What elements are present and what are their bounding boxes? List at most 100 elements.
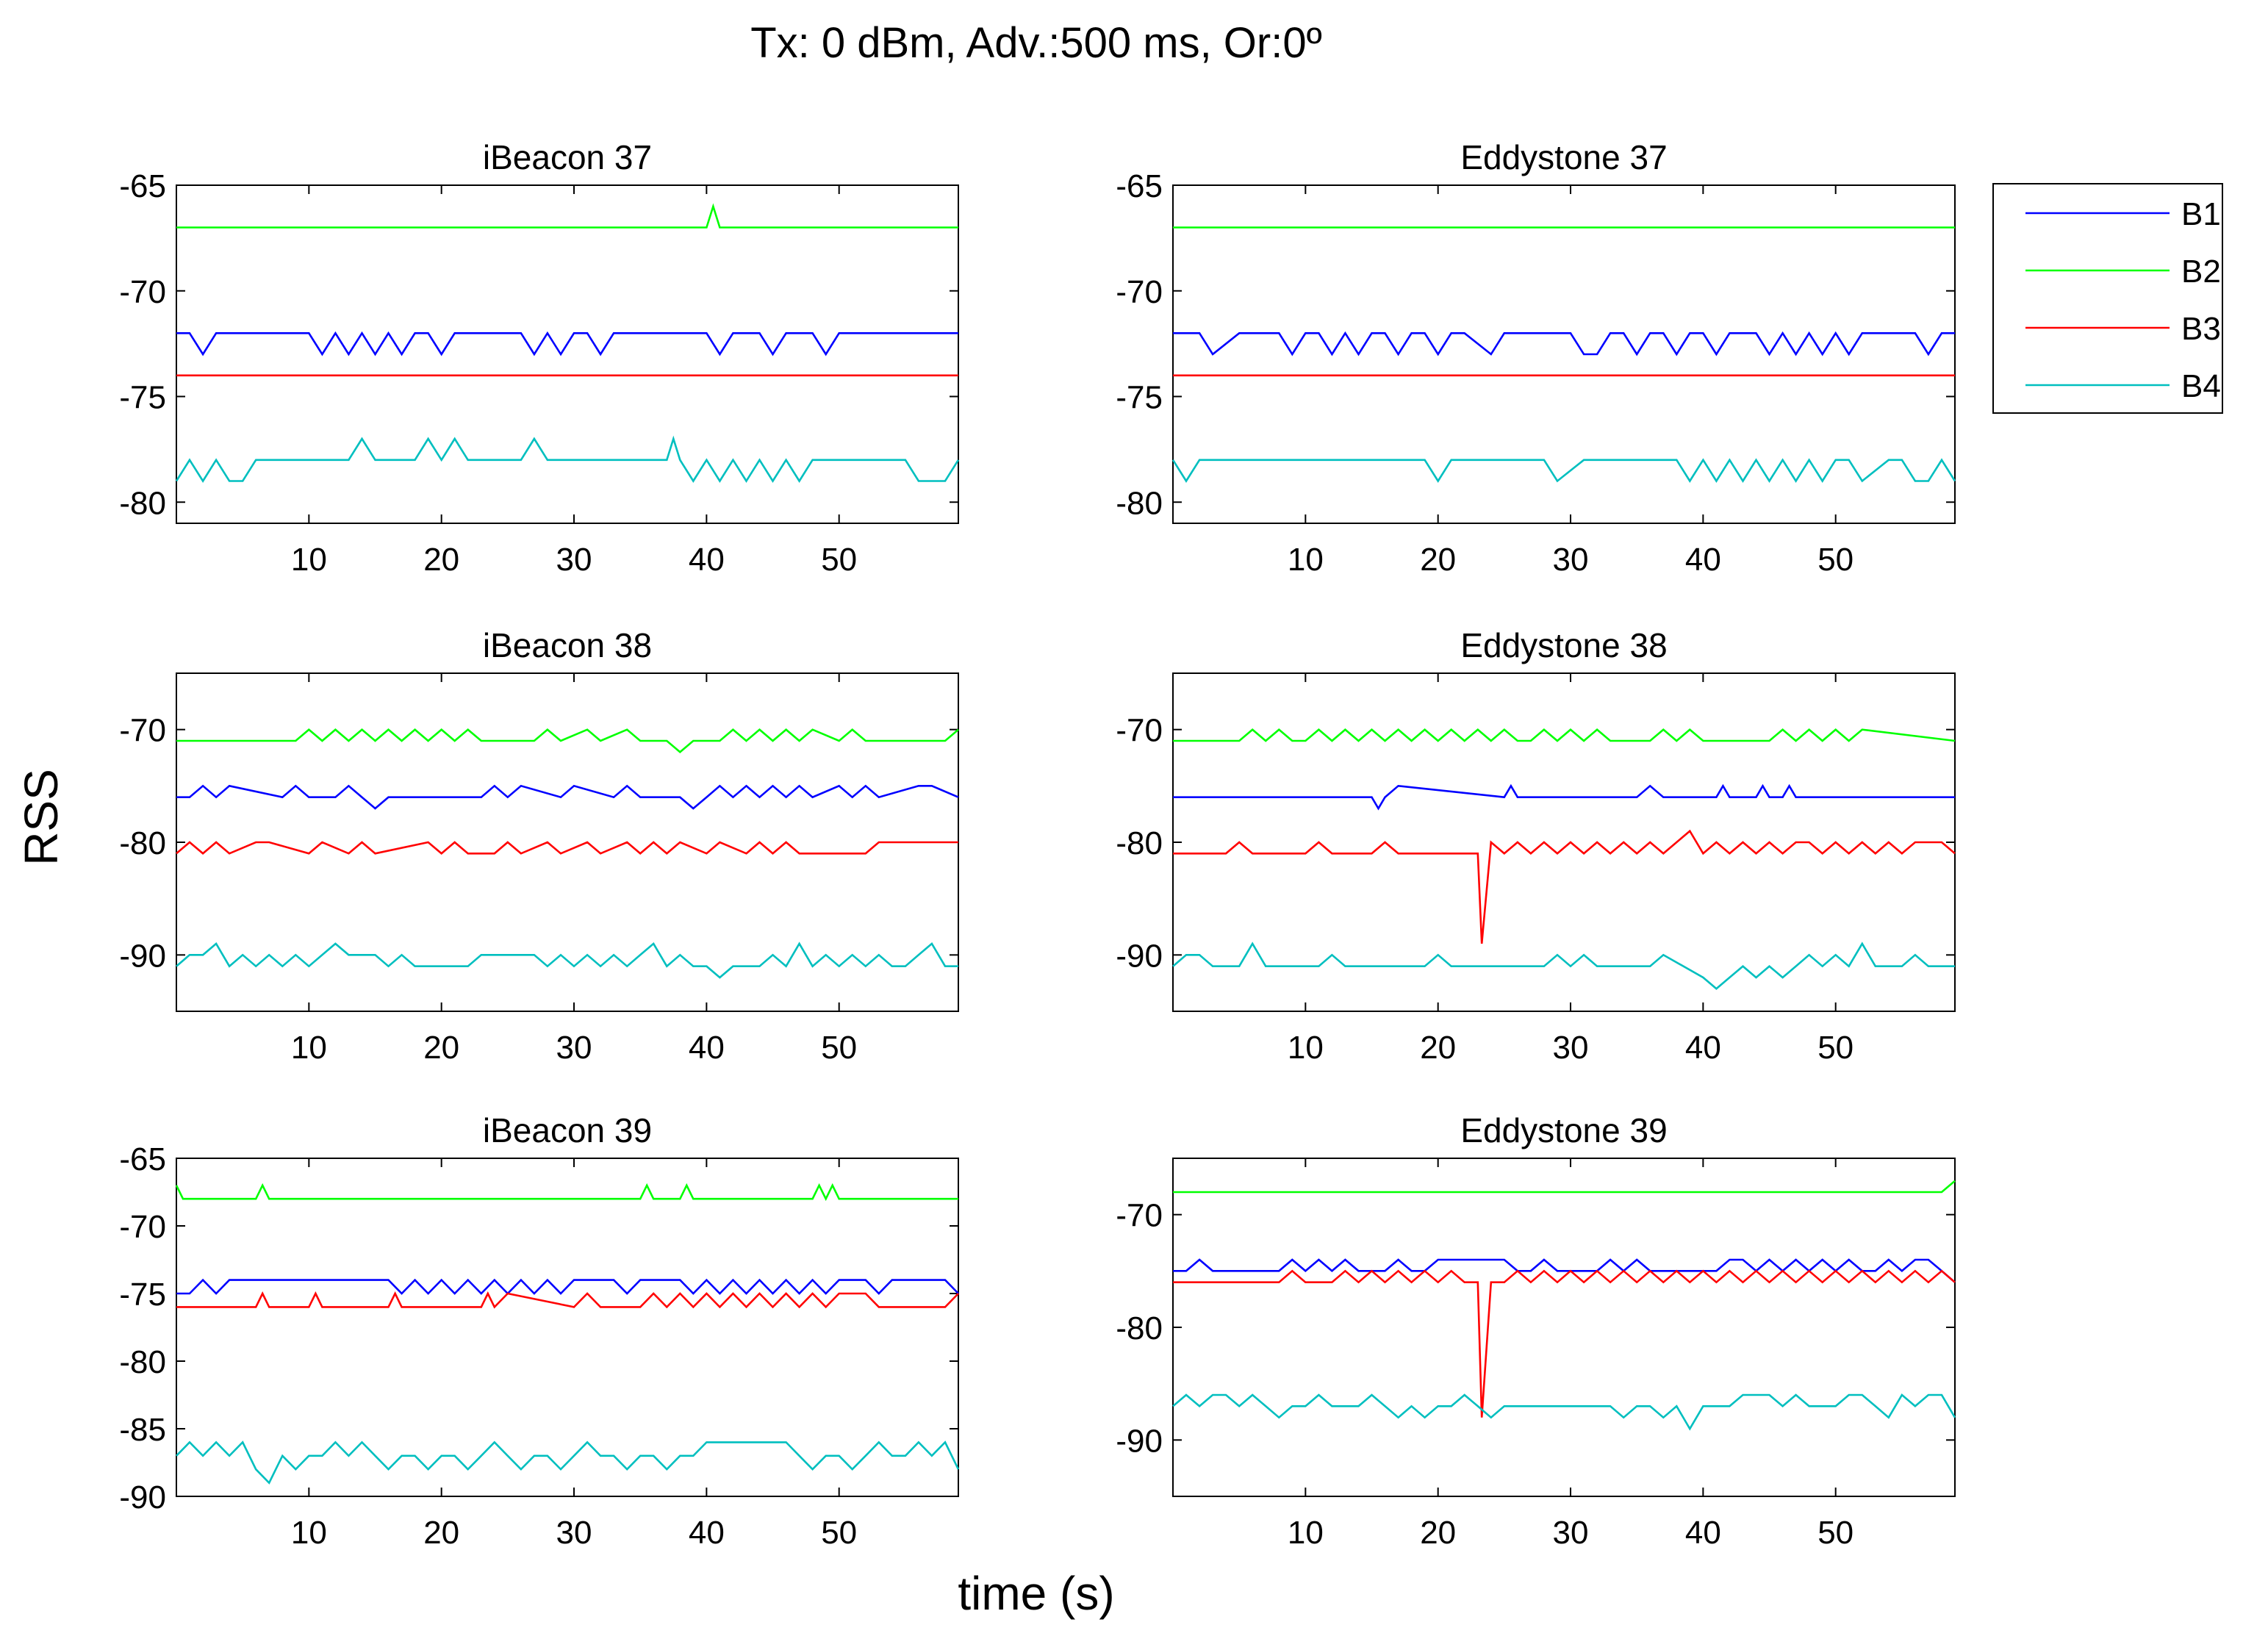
legend-label: B1 bbox=[2181, 196, 2221, 232]
figure-title: Tx: 0 dBm, Adv.:500 ms, Or:0º bbox=[750, 19, 1322, 67]
panel-title: Eddystone 39 bbox=[1460, 1111, 1667, 1149]
panel-ibeacon-38: iBeacon 38 10 20 30 40 50 -70 -80 -90 bbox=[119, 626, 959, 1066]
y-tick-label: -80 bbox=[119, 1344, 166, 1380]
series-line-b1 bbox=[176, 331, 958, 356]
y-tick-label: -65 bbox=[1116, 168, 1163, 204]
x-tick-label: 40 bbox=[1685, 542, 1721, 578]
series-line-b3 bbox=[1173, 1269, 1956, 1418]
legend-label: B4 bbox=[2181, 368, 2221, 404]
x-tick-label: 30 bbox=[556, 1030, 592, 1066]
x-tick-label: 40 bbox=[1685, 1515, 1721, 1551]
series-line-b4 bbox=[175, 435, 960, 483]
legend-entry-b2: B2 bbox=[2025, 254, 2221, 290]
legend: B1 B2 B3 B4 bbox=[1992, 183, 2223, 414]
y-tick-label: -70 bbox=[119, 1209, 166, 1245]
y-tick-label: -90 bbox=[119, 938, 166, 974]
series-line-b4 bbox=[176, 941, 958, 979]
x-tick-label: 20 bbox=[1420, 1515, 1456, 1551]
x-tick-label: 40 bbox=[1685, 1030, 1721, 1066]
y-tick-label: -80 bbox=[119, 485, 166, 521]
legend-entry-b1: B1 bbox=[2025, 196, 2221, 232]
series-line-b2 bbox=[176, 203, 958, 229]
x-tick-label: 10 bbox=[1288, 1515, 1324, 1551]
x-tick-label: 20 bbox=[1420, 542, 1456, 578]
panel-ibeacon-39: iBeacon 39 10 20 30 40 50 -65 -70 -75 -80 -85 -90 bbox=[119, 1111, 960, 1551]
x-axis-label: time (s) bbox=[958, 1567, 1114, 1620]
y-tick-label: -90 bbox=[119, 1479, 166, 1515]
axes-frame bbox=[1172, 1158, 1956, 1497]
y-tick-label: -75 bbox=[1116, 380, 1163, 416]
y-tick-label: -80 bbox=[1116, 1310, 1163, 1346]
series-line-b1 bbox=[176, 1278, 959, 1295]
x-tick-label: 30 bbox=[1553, 1030, 1589, 1066]
series-line-b4 bbox=[176, 1441, 960, 1485]
y-tick-label: -65 bbox=[119, 168, 166, 204]
series-line-b1 bbox=[176, 784, 959, 810]
x-tick-label: 20 bbox=[423, 1030, 459, 1066]
legend-entry-b4: B4 bbox=[2025, 368, 2221, 404]
y-tick-label: -90 bbox=[1116, 1423, 1163, 1459]
series-line-b1 bbox=[1173, 783, 1955, 811]
x-tick-label: 40 bbox=[689, 1515, 725, 1551]
y-tick-label: -65 bbox=[119, 1141, 166, 1177]
series-line-b2 bbox=[176, 728, 959, 754]
x-tick-label: 10 bbox=[1288, 1030, 1324, 1066]
x-tick-label: 50 bbox=[1817, 1515, 1853, 1551]
x-tick-label: 30 bbox=[1553, 1515, 1589, 1551]
x-tick-label: 10 bbox=[291, 542, 327, 578]
y-tick-label: -85 bbox=[119, 1412, 166, 1448]
x-tick-label: 10 bbox=[291, 1515, 327, 1551]
legend-box bbox=[1992, 183, 2223, 414]
x-tick-label: 20 bbox=[423, 542, 459, 578]
y-axis-label: RSS bbox=[15, 769, 68, 866]
y-tick-label: -80 bbox=[119, 825, 166, 861]
series-line-b1 bbox=[1173, 331, 1955, 356]
panel-ibeacon-37: iBeacon 37 10 20 30 40 50 -65 -70 -75 -80 bbox=[119, 138, 960, 578]
x-tick-label: 50 bbox=[821, 1515, 857, 1551]
y-tick-label: -70 bbox=[119, 713, 166, 749]
axes-frame bbox=[176, 672, 959, 1012]
axes-frame bbox=[1172, 672, 1956, 1012]
panel-title: Eddystone 37 bbox=[1460, 138, 1667, 176]
y-tick-label: -75 bbox=[119, 1277, 166, 1313]
y-tick-label: -80 bbox=[1116, 825, 1163, 861]
x-tick-label: 30 bbox=[556, 542, 592, 578]
panel-title: iBeacon 37 bbox=[483, 138, 652, 176]
y-tick-label: -75 bbox=[119, 380, 166, 416]
panel-title: iBeacon 39 bbox=[483, 1111, 652, 1149]
series-line-b1 bbox=[1173, 1258, 1956, 1283]
x-tick-label: 10 bbox=[291, 1030, 327, 1066]
x-tick-label: 10 bbox=[1288, 542, 1324, 578]
y-tick-label: -70 bbox=[1116, 713, 1163, 749]
x-tick-label: 40 bbox=[689, 1030, 725, 1066]
x-tick-label: 50 bbox=[1817, 542, 1853, 578]
x-tick-label: 20 bbox=[423, 1515, 459, 1551]
x-tick-label: 30 bbox=[556, 1515, 592, 1551]
x-tick-label: 30 bbox=[1553, 542, 1589, 578]
axes-frame bbox=[1172, 184, 1956, 524]
y-tick-label: -70 bbox=[119, 274, 166, 310]
panel-title: Eddystone 38 bbox=[1460, 626, 1667, 664]
legend-entry-b3: B3 bbox=[2025, 311, 2221, 347]
y-tick-label: -80 bbox=[1116, 485, 1163, 521]
panel-title: iBeacon 38 bbox=[483, 626, 652, 664]
series-line-b3 bbox=[1173, 829, 1956, 944]
legend-label: B2 bbox=[2181, 254, 2221, 290]
series-line-b4 bbox=[1172, 941, 1955, 991]
axes-frame bbox=[176, 1158, 959, 1497]
y-tick-label: -90 bbox=[1116, 938, 1163, 974]
series-line-b4 bbox=[1172, 1393, 1956, 1431]
y-tick-label: -70 bbox=[1116, 274, 1163, 310]
y-tick-label: -70 bbox=[1116, 1198, 1163, 1234]
legend-label: B3 bbox=[2181, 311, 2221, 347]
x-tick-label: 50 bbox=[821, 1030, 857, 1066]
panel-eddystone-38: Eddystone 38 10 20 30 40 50 -70 -80 -90 bbox=[1116, 626, 1956, 1066]
x-tick-label: 50 bbox=[821, 542, 857, 578]
x-tick-label: 20 bbox=[1420, 1030, 1456, 1066]
axes-frame bbox=[176, 184, 959, 524]
panel-eddystone-37: Eddystone 37 10 20 30 40 50 -65 -70 -75 -80 bbox=[1116, 138, 1956, 578]
panel-eddystone-39: Eddystone 39 10 20 30 40 50 -70 -80 -90 bbox=[1116, 1111, 1956, 1551]
series-line-b2 bbox=[175, 1183, 958, 1202]
series-line-b3 bbox=[176, 841, 958, 855]
